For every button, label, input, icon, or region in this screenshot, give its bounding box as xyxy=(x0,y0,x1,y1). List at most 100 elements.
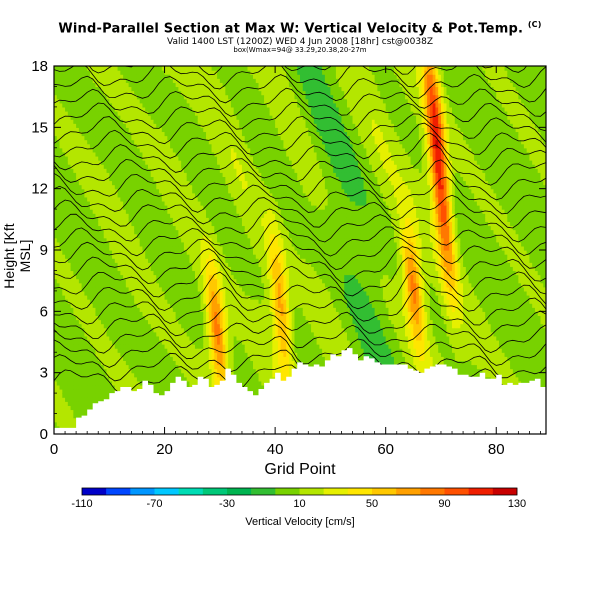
velocity-cell xyxy=(81,164,85,169)
velocity-cell xyxy=(100,135,105,141)
velocity-cell xyxy=(103,327,108,333)
velocity-cell xyxy=(70,393,74,398)
velocity-cell xyxy=(62,123,66,128)
velocity-cell xyxy=(67,266,72,272)
velocity-cell xyxy=(70,139,74,145)
velocity-cell xyxy=(76,106,80,112)
velocity-cell xyxy=(84,290,88,296)
velocity-cell xyxy=(76,344,80,349)
velocity-cell xyxy=(67,356,72,361)
velocity-cell xyxy=(100,372,105,378)
velocity-cell xyxy=(100,160,105,165)
velocity-cell xyxy=(87,200,91,206)
velocity-cell xyxy=(56,376,61,382)
velocity-cell xyxy=(76,258,80,263)
velocity-cell xyxy=(56,266,61,272)
velocity-cell xyxy=(65,290,69,296)
velocity-cell xyxy=(56,360,61,366)
velocity-cell xyxy=(65,401,69,406)
velocity-cell xyxy=(89,335,94,341)
velocity-cell xyxy=(65,74,69,79)
velocity-cell xyxy=(62,290,66,296)
velocity-cell xyxy=(76,172,80,177)
velocity-cell xyxy=(98,221,102,227)
velocity-cell xyxy=(92,123,97,128)
velocity-cell xyxy=(54,184,58,190)
velocity-cell xyxy=(54,294,58,300)
velocity-cell xyxy=(95,323,99,329)
velocity-cell xyxy=(103,352,108,357)
velocity-cell xyxy=(73,213,77,218)
velocity-cell xyxy=(95,94,99,100)
velocity-cell xyxy=(59,127,63,133)
velocity-cell xyxy=(67,401,72,406)
velocity-cell xyxy=(95,66,99,71)
velocity-cell xyxy=(62,155,66,161)
velocity-cell xyxy=(92,237,97,243)
velocity-cell xyxy=(92,90,97,96)
velocity-cell xyxy=(89,98,94,104)
velocity-cell xyxy=(98,217,102,222)
velocity-cell xyxy=(54,143,58,149)
velocity-cell xyxy=(100,368,105,374)
velocity-cell xyxy=(78,86,83,92)
velocity-cell xyxy=(54,229,58,235)
velocity-cell xyxy=(59,299,63,304)
velocity-cell xyxy=(81,131,85,137)
velocity-cell xyxy=(89,139,94,145)
velocity-cell xyxy=(67,405,72,411)
velocity-cell xyxy=(100,115,105,120)
velocity-cell xyxy=(89,229,94,235)
velocity-cell xyxy=(103,180,108,186)
velocity-cell xyxy=(70,413,74,419)
velocity-cell xyxy=(73,151,77,157)
velocity-cell xyxy=(78,217,83,222)
velocity-cell xyxy=(92,364,97,370)
velocity-cell xyxy=(73,192,77,198)
velocity-cell xyxy=(54,160,58,165)
velocity-cell xyxy=(54,352,58,357)
velocity-cell xyxy=(84,250,88,255)
velocity-cell xyxy=(100,323,105,329)
velocity-cell xyxy=(70,110,74,116)
velocity-cell xyxy=(59,339,63,345)
velocity-cell xyxy=(87,274,91,280)
velocity-cell xyxy=(89,110,94,116)
velocity-cell xyxy=(59,348,63,353)
velocity-cell xyxy=(98,376,102,382)
velocity-cell xyxy=(84,184,88,190)
velocity-cell xyxy=(59,417,63,423)
velocity-cell xyxy=(65,151,69,157)
velocity-cell xyxy=(76,98,80,104)
velocity-cell xyxy=(70,327,74,333)
velocity-cell xyxy=(70,143,74,149)
velocity-cell xyxy=(59,290,63,296)
velocity-cell xyxy=(78,131,83,137)
velocity-cell xyxy=(103,172,108,177)
velocity-cell xyxy=(56,356,61,361)
velocity-cell xyxy=(54,282,58,288)
velocity-cell xyxy=(59,241,63,247)
velocity-cell xyxy=(59,250,63,255)
velocity-cell xyxy=(89,205,94,210)
velocity-cell xyxy=(73,384,77,390)
velocity-cell xyxy=(92,282,97,288)
velocity-cell xyxy=(81,147,85,153)
velocity-cell xyxy=(56,180,61,186)
velocity-cell xyxy=(65,262,69,267)
velocity-cell xyxy=(84,348,88,353)
velocity-cell xyxy=(62,327,66,333)
velocity-cell xyxy=(81,352,85,357)
velocity-cell xyxy=(92,209,97,214)
velocity-cell xyxy=(84,205,88,210)
velocity-cell xyxy=(84,237,88,243)
velocity-cell xyxy=(103,237,108,243)
velocity-cell xyxy=(84,217,88,222)
velocity-cell xyxy=(81,356,85,361)
velocity-cell xyxy=(78,245,83,251)
velocity-cell xyxy=(98,160,102,165)
velocity-cell xyxy=(95,102,99,108)
velocity-cell xyxy=(56,245,61,251)
velocity-cell xyxy=(59,307,63,312)
